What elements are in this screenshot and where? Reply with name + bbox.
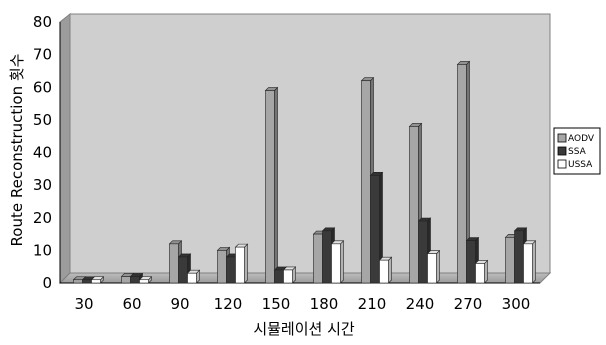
x-tick-label: 270 <box>454 295 483 313</box>
bar-ussa-120 <box>234 243 249 284</box>
bars <box>72 60 537 284</box>
x-tick-label: 300 <box>502 295 531 313</box>
x-tick-label: 30 <box>74 295 93 313</box>
x-tick-label: 60 <box>122 295 141 313</box>
bar-ussa-90 <box>186 269 201 284</box>
legend-swatch-ussa <box>557 159 567 169</box>
x-tick-label: 180 <box>310 295 339 313</box>
bar-ussa-150 <box>282 266 297 284</box>
legend: AODV SSA USSA <box>553 127 601 175</box>
x-axis-label: 시뮬레이션 시간 <box>253 320 355 338</box>
x-tick-label: 240 <box>406 295 435 313</box>
y-tick-label: 50 <box>33 111 52 129</box>
y-tick-label: 80 <box>33 13 52 31</box>
x-tick-label: 150 <box>262 295 291 313</box>
y-tick-label: 0 <box>42 274 52 292</box>
y-tick-label: 30 <box>33 176 52 194</box>
legend-swatch-aodv <box>557 133 567 143</box>
y-tick-label: 20 <box>33 209 52 227</box>
x-tick-labels: 30 60 90 120 150 180 210 240 270 300 <box>74 295 530 313</box>
plot-side-wall <box>59 12 71 285</box>
y-axis-label: Route Reconstruction 횟수 <box>8 54 26 247</box>
y-tick-labels: 0 10 20 30 40 50 60 70 80 <box>33 13 52 292</box>
legend-swatch-ssa <box>557 146 567 156</box>
bar-ussa-270 <box>474 259 489 284</box>
bar-ussa-240 <box>426 249 441 284</box>
y-tick-label: 60 <box>33 78 52 96</box>
legend-label-aodv: AODV <box>568 134 595 144</box>
legend-label-ussa: USSA <box>568 160 593 170</box>
bar-ussa-60 <box>138 276 153 284</box>
bar-aodv-150 <box>264 86 279 284</box>
x-tick-label: 120 <box>214 295 243 313</box>
bar-ussa-180 <box>330 240 345 284</box>
x-tick-label: 90 <box>170 295 189 313</box>
y-tick-label: 40 <box>33 144 52 162</box>
plot-back-wall <box>69 13 551 274</box>
bar-ussa-30 <box>90 276 105 284</box>
legend-label-ssa: SSA <box>568 147 587 157</box>
bar-ussa-300 <box>522 240 537 284</box>
x-tick-label: 210 <box>358 295 387 313</box>
bar-ussa-210 <box>378 256 393 284</box>
y-tick-label: 70 <box>33 46 52 64</box>
y-tick-label: 10 <box>33 241 52 259</box>
